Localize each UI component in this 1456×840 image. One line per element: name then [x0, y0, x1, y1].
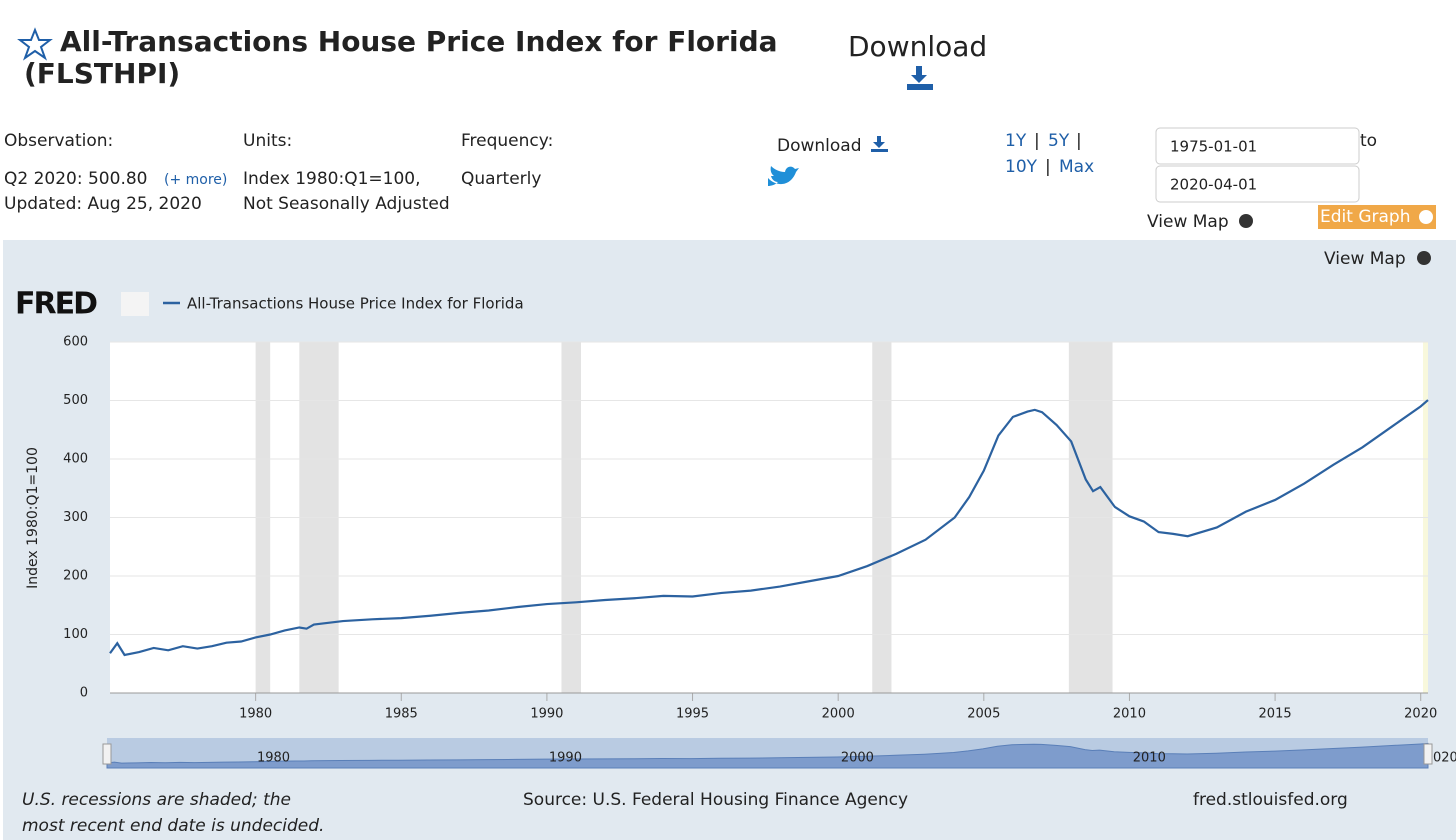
range-max[interactable]: Max: [1059, 157, 1094, 177]
units: Index 1980:Q1=100,: [243, 169, 421, 189]
range-1y[interactable]: 1Y: [1005, 131, 1027, 151]
navigator-area: [106, 742, 1429, 769]
y-tick-label: 500: [63, 393, 88, 408]
gear-icon: [1419, 210, 1433, 224]
y-tick-label: 100: [63, 627, 88, 642]
download-large[interactable]: Download: [848, 30, 987, 63]
title: All-Transactions House Price Index for F…: [60, 25, 778, 58]
navigator-label: 1990: [549, 751, 582, 766]
x-tick-label: 1990: [530, 707, 563, 722]
download-icon[interactable]: [871, 136, 888, 152]
observation-label: Observation:: [4, 131, 113, 151]
x-tick-label: 2015: [1259, 707, 1292, 722]
navigator-label: 2000: [841, 751, 874, 766]
y-axis-label: Index 1980:Q1=100: [25, 447, 41, 589]
fred-logo: FRED: [15, 287, 97, 322]
globe-icon: [1239, 214, 1253, 228]
x-tick-label: 1985: [385, 707, 418, 722]
y-tick-label: 0: [80, 686, 88, 701]
units-label: Units:: [243, 131, 292, 151]
site: fred.stlouisfed.org: [1193, 790, 1348, 810]
navigator-label: 2010: [1133, 751, 1166, 766]
footnote: U.S. recessions are shaded; the: [22, 790, 291, 810]
logo-icon: [121, 292, 149, 316]
navigator-label: 2020: [1425, 751, 1456, 766]
download[interactable]: Download: [777, 136, 862, 156]
units: Not Seasonally Adjusted: [243, 194, 450, 214]
navigator-handle[interactable]: [1423, 743, 1433, 765]
more-link[interactable]: (+ more): [164, 172, 227, 188]
x-tick-label: 2005: [967, 707, 1000, 722]
star-icon[interactable]: [17, 27, 53, 61]
separator: |: [1034, 131, 1040, 151]
updated: Updated: Aug 25, 2020: [4, 194, 202, 214]
navigator-label: 1980: [257, 751, 290, 766]
end-date-input[interactable]: [1155, 165, 1360, 203]
observation: Q2 2020: 500.80: [4, 169, 147, 189]
download-icon[interactable]: [907, 66, 933, 90]
separator: |: [1076, 131, 1082, 151]
to-label: to: [1360, 131, 1377, 151]
separator: |: [1045, 157, 1051, 177]
x-tick-label: 2010: [1113, 707, 1146, 722]
twitter-icon[interactable]: [768, 166, 799, 186]
series-id: (FLSTHPI): [24, 57, 180, 90]
x-tick-label: 2000: [822, 707, 855, 722]
x-tick-label: 2020: [1404, 707, 1437, 722]
x-tick-label: 1995: [676, 707, 709, 722]
navigator-handle[interactable]: [102, 743, 112, 765]
edit-graph-button[interactable]: [1318, 205, 1436, 229]
frequency-label: Frequency:: [461, 131, 553, 151]
start-date: 1975-01-01: [1170, 138, 1257, 156]
range-5y[interactable]: 5Y: [1048, 131, 1070, 151]
y-tick-label: 400: [63, 452, 88, 467]
end-date: 2020-04-01: [1170, 176, 1257, 194]
view-map[interactable]: View Map: [1147, 212, 1229, 232]
globe-icon: [1417, 251, 1431, 265]
range-10y[interactable]: 10Y: [1005, 157, 1038, 177]
start-date-input[interactable]: [1155, 127, 1360, 165]
edit-graph[interactable]: Edit Graph: [1320, 207, 1410, 227]
legend-label: All-Transactions House Price Index for F…: [187, 295, 524, 313]
source: Source: U.S. Federal Housing Finance Age…: [523, 790, 908, 810]
y-tick-label: 300: [63, 510, 88, 525]
data-line: [109, 399, 1429, 657]
y-tick-label: 600: [63, 335, 88, 350]
chart-view-map[interactable]: View Map: [1324, 249, 1406, 269]
y-tick-label: 200: [63, 569, 88, 584]
x-tick-label: 1980: [239, 707, 272, 722]
footnote: most recent end date is undecided.: [22, 816, 324, 836]
frequency: Quarterly: [461, 169, 541, 189]
